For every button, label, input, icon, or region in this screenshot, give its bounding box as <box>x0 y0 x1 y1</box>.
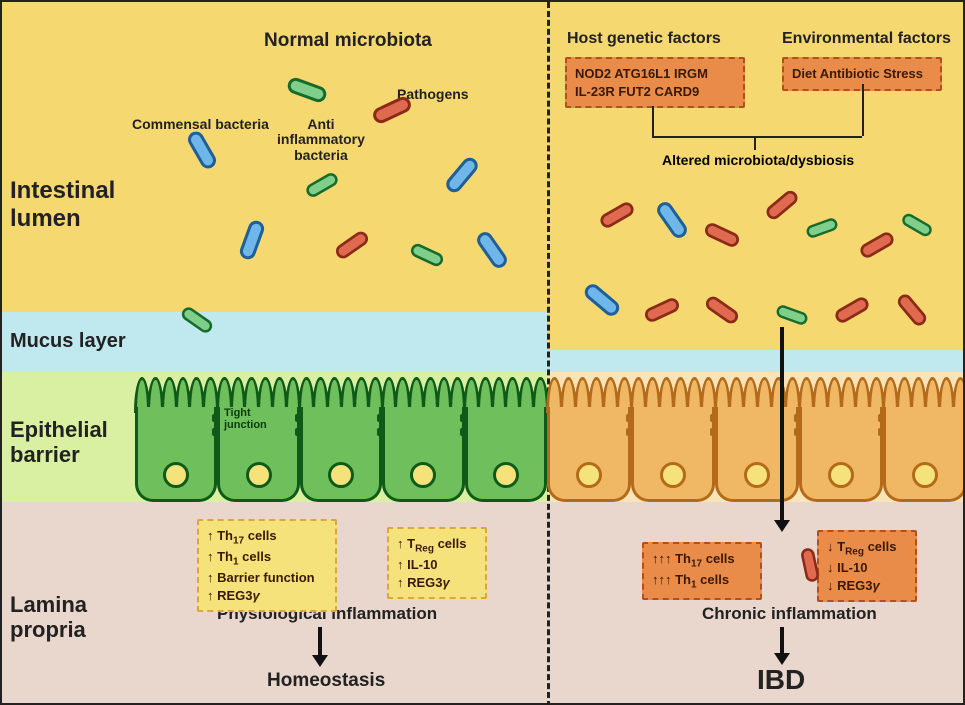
legend-label: Commensal bacteria <box>132 117 269 132</box>
legend-label: Anti inflammatory bacteria <box>277 117 365 163</box>
info-box: ↑↑↑ Th17 cells↑↑↑ Th1 cells <box>642 542 762 600</box>
down-arrow <box>310 627 330 672</box>
layer-label: Lamina propria <box>10 592 87 643</box>
heading: Environmental factors <box>782 30 951 48</box>
layer-label: Epithelial barrier <box>10 417 108 468</box>
info-box: ↑ TReg cells↑ IL-10↑ REG3γ <box>387 527 487 599</box>
heading: Normal microbiota <box>264 30 432 52</box>
heading: Homeostasis <box>267 670 385 692</box>
down-arrow <box>772 627 792 670</box>
info-box: NOD2 ATG16L1 IRGMIL-23R FUT2 CARD9 <box>565 57 745 108</box>
info-box: ↓ TReg cells↓ IL-10↓ REG3γ <box>817 530 917 602</box>
heading: Host genetic factors <box>567 30 721 48</box>
epithelial-cells-right <box>547 372 965 502</box>
info-box: ↑ Th17 cells↑ Th1 cells↑ Barrier functio… <box>197 519 337 612</box>
down-arrow <box>772 327 792 537</box>
diagram-canvas: Intestinal lumen Mucus layer Epithelial ba… <box>0 0 965 705</box>
tight-junction-label: Tight junction <box>224 407 267 431</box>
layer-label: Intestinal lumen <box>10 177 115 232</box>
heading: Chronic inflammation <box>702 604 877 624</box>
epithelial-cells-left <box>135 372 547 502</box>
altered-label: Altered microbiota/dysbiosis <box>662 152 854 168</box>
layer-label: Mucus layer <box>10 330 126 353</box>
